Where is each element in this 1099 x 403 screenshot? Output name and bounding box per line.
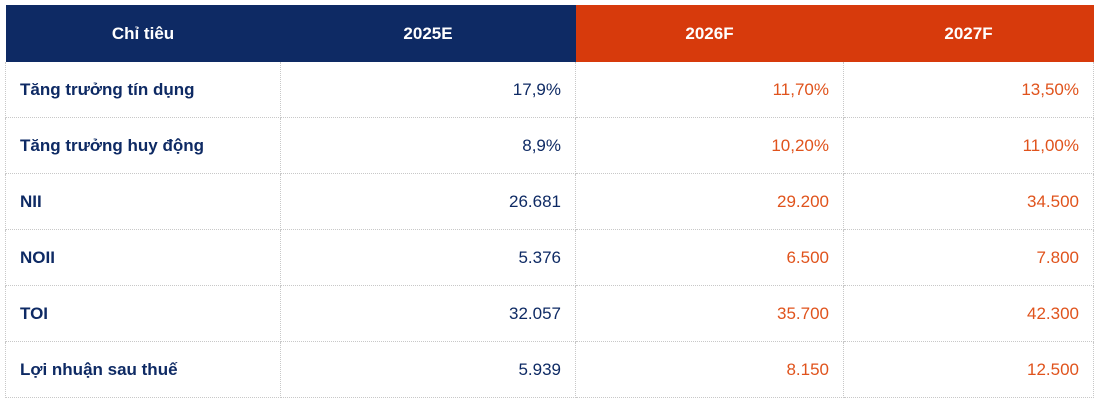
value-2026f: 11,70% <box>575 62 844 118</box>
header-2026f: 2026F <box>575 5 844 62</box>
header-row: Chỉ tiêu 2025E 2026F 2027F <box>5 5 1094 62</box>
value-2027f: 34.500 <box>843 173 1094 230</box>
value-2025e: 5.376 <box>280 229 576 286</box>
row-label: Tăng trưởng tín dụng <box>5 62 281 118</box>
table-row: NII 26.681 29.200 34.500 <box>5 173 1094 230</box>
table-row: Tăng trưởng huy động 8,9% 10,20% 11,00% <box>5 117 1094 174</box>
table-row: Lợi nhuận sau thuế 5.939 8.150 12.500 <box>5 341 1094 398</box>
table-header: Chỉ tiêu 2025E 2026F 2027F <box>5 5 1094 62</box>
value-2025e: 32.057 <box>280 285 576 342</box>
value-2025e: 8,9% <box>280 117 576 174</box>
header-2027f: 2027F <box>843 5 1094 62</box>
value-2027f: 12.500 <box>843 341 1094 398</box>
table-row: TOI 32.057 35.700 42.300 <box>5 285 1094 342</box>
row-label: TOI <box>5 285 281 342</box>
value-2027f: 13,50% <box>843 62 1094 118</box>
value-2025e: 5.939 <box>280 341 576 398</box>
forecast-table-container: Chỉ tiêu 2025E 2026F 2027F Tăng trưởng t… <box>5 5 1094 398</box>
value-2026f: 10,20% <box>575 117 844 174</box>
row-label: NII <box>5 173 281 230</box>
value-2026f: 29.200 <box>575 173 844 230</box>
header-2025e: 2025E <box>280 5 576 62</box>
value-2027f: 11,00% <box>843 117 1094 174</box>
row-label: Lợi nhuận sau thuế <box>5 341 281 398</box>
forecast-table: Chỉ tiêu 2025E 2026F 2027F Tăng trưởng t… <box>5 5 1094 398</box>
table-row: NOII 5.376 6.500 7.800 <box>5 229 1094 286</box>
value-2027f: 7.800 <box>843 229 1094 286</box>
header-indicator: Chỉ tiêu <box>5 5 281 62</box>
value-2025e: 17,9% <box>280 62 576 118</box>
row-label: Tăng trưởng huy động <box>5 117 281 174</box>
row-label: NOII <box>5 229 281 286</box>
value-2027f: 42.300 <box>843 285 1094 342</box>
table-body: Tăng trưởng tín dụng 17,9% 11,70% 13,50%… <box>5 62 1094 398</box>
table-row: Tăng trưởng tín dụng 17,9% 11,70% 13,50% <box>5 62 1094 118</box>
value-2026f: 8.150 <box>575 341 844 398</box>
value-2026f: 6.500 <box>575 229 844 286</box>
value-2026f: 35.700 <box>575 285 844 342</box>
value-2025e: 26.681 <box>280 173 576 230</box>
